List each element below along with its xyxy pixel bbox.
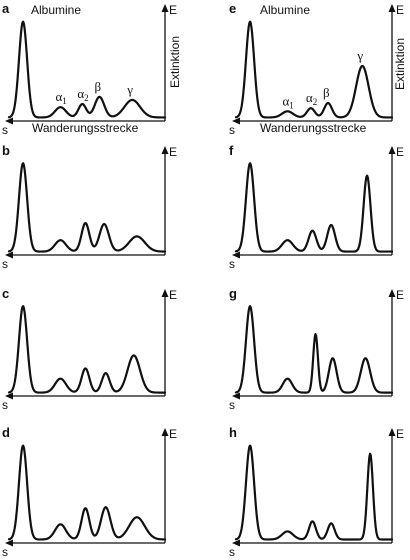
albumin-label-a: Albumine: [31, 3, 81, 17]
panel-e: e s Eα1 α2 β γ: [229, 1, 404, 137]
curve-b: [7, 162, 167, 253]
y-axis-letter-g: E: [396, 288, 404, 302]
panel-letter-e: e: [229, 1, 236, 16]
peak-label-alpha1-a: α1: [55, 89, 66, 106]
albumin-label-e: Albumine: [260, 3, 310, 17]
x-axis-letter-c: s: [2, 398, 8, 412]
x-axis-letter-a: s: [2, 123, 8, 137]
curve-e: [234, 20, 394, 119]
panel-letter-h: h: [229, 425, 237, 440]
panel-letter-d: d: [2, 425, 10, 440]
y-axis-letter-d: E: [169, 427, 177, 441]
y-axis-letter-c: E: [169, 288, 177, 302]
x-axis-letter-h: s: [229, 545, 235, 559]
x-axis-letter-d: s: [2, 545, 8, 559]
y-axis-letter-a: E: [169, 3, 177, 17]
x-axis-arrow-h: [232, 539, 240, 547]
curve-d: [7, 444, 167, 541]
y-axis-arrow-e: [388, 4, 396, 12]
panel-c: c s E: [2, 286, 177, 412]
y-axis-letter-f: E: [396, 145, 404, 159]
y-axis-title-a: Extinktion: [168, 36, 182, 88]
y-axis-arrow-f: [388, 146, 396, 154]
panel-letter-a: a: [2, 1, 10, 16]
peak-label-beta-e: β: [323, 85, 330, 100]
panel-b: b s E: [2, 143, 177, 271]
panel-letter-c: c: [2, 286, 9, 301]
peak-label-alpha1-e: α1: [282, 93, 293, 110]
x-axis-arrow-f: [232, 251, 240, 259]
x-axis-arrow-e: [232, 117, 240, 125]
peak-label-alpha2-a: α2: [77, 86, 88, 103]
x-axis-letter-b: s: [2, 257, 8, 271]
panel-h: h s E: [229, 425, 404, 559]
panel-letter-f: f: [229, 143, 234, 158]
curve-h: [234, 444, 394, 541]
peak-label-beta-a: β: [94, 79, 101, 94]
panel-f: f s E: [229, 143, 404, 271]
panel-a: a s Eα1 α2 β γ: [2, 1, 177, 137]
panel-letter-b: b: [2, 143, 10, 158]
curve-g: [234, 305, 394, 394]
y-axis-letter-h: E: [396, 427, 404, 441]
x-axis-arrow-b: [5, 251, 13, 259]
peak-label-alpha2-e: α2: [306, 90, 317, 107]
x-axis-letter-e: s: [229, 123, 235, 137]
curve-f: [234, 162, 394, 253]
y-axis-letter-b: E: [169, 145, 177, 159]
x-axis-arrow-c: [5, 392, 13, 400]
curve-a: [7, 20, 167, 119]
panel-g: g s E: [229, 286, 404, 412]
panel-d: d s E: [2, 425, 177, 559]
x-axis-letter-f: s: [229, 257, 235, 271]
y-axis-arrow-c: [161, 289, 169, 297]
x-axis-arrow-a: [5, 117, 13, 125]
panel-letter-g: g: [229, 286, 237, 301]
x-axis-letter-g: s: [229, 398, 235, 412]
peak-label-gamma-e: γ: [356, 48, 363, 63]
curve-c: [7, 305, 167, 394]
y-axis-arrow-g: [388, 289, 396, 297]
y-axis-letter-e: E: [396, 3, 404, 17]
x-axis-title-e: Wanderungsstrecke: [260, 121, 367, 135]
y-axis-arrow-b: [161, 146, 169, 154]
y-axis-arrow-d: [161, 428, 169, 436]
y-axis-arrow-h: [388, 428, 396, 436]
peak-label-gamma-a: γ: [126, 82, 133, 97]
y-axis-arrow-a: [161, 4, 169, 12]
x-axis-title-a: Wanderungsstrecke: [32, 121, 139, 135]
x-axis-arrow-d: [5, 539, 13, 547]
y-axis-title-e: Extinktion: [393, 38, 407, 90]
x-axis-arrow-g: [232, 392, 240, 400]
